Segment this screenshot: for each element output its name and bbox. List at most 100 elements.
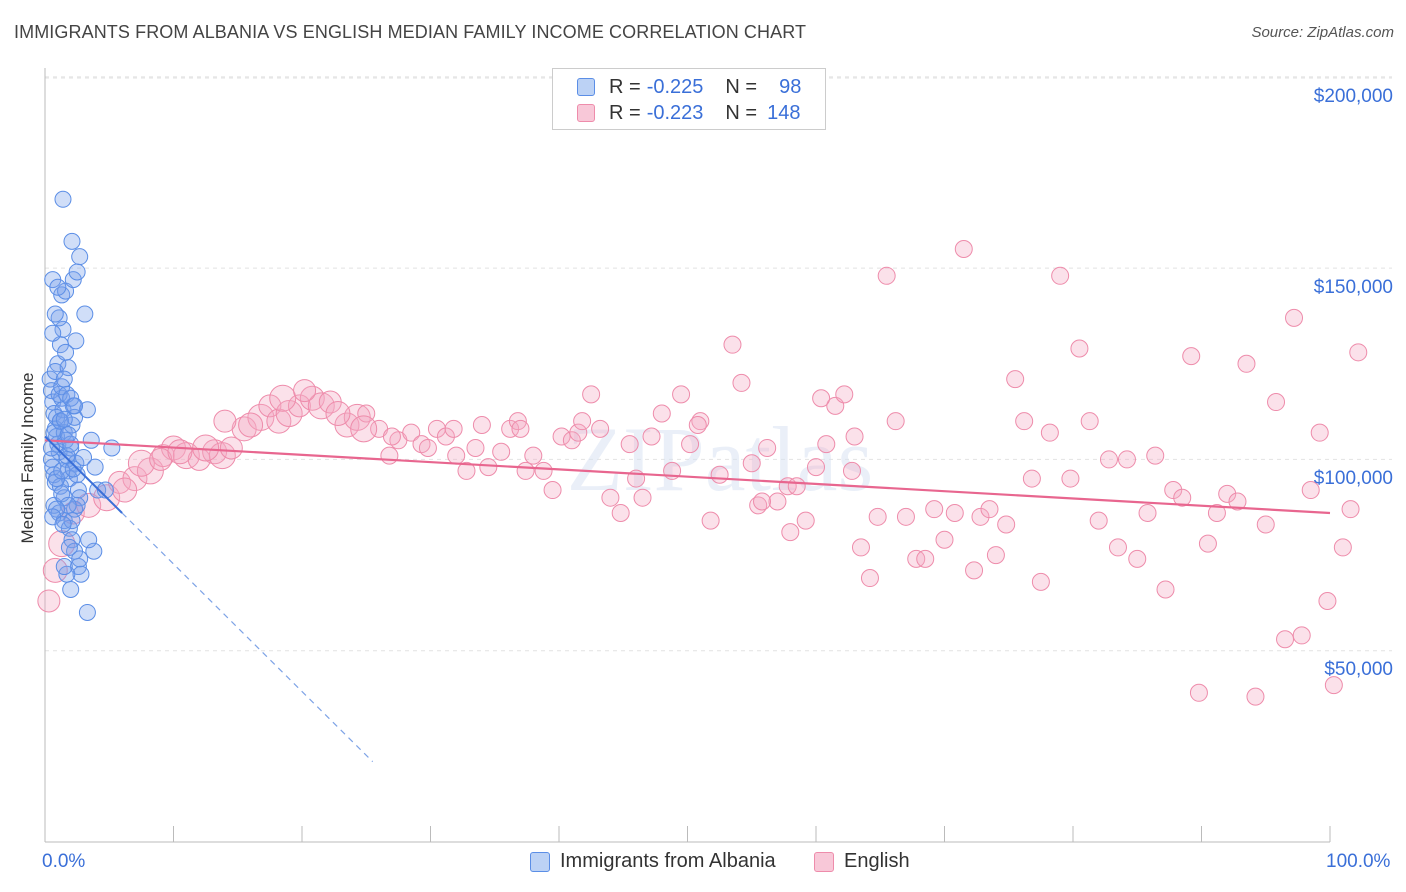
n-label: N =: [725, 75, 758, 98]
y-tick-label: $200,000: [1313, 86, 1393, 107]
data-point-albania: [80, 531, 98, 549]
data-point-english: [472, 416, 491, 435]
data-point-english: [1117, 450, 1136, 469]
data-point-english: [732, 373, 751, 392]
data-point-english: [213, 409, 237, 433]
data-point-albania: [62, 439, 80, 457]
y-tick-label: $50,000: [1324, 659, 1393, 680]
n-value: 98: [779, 75, 802, 98]
data-point-english: [275, 400, 303, 428]
data-point-english: [167, 439, 193, 465]
data-point-english: [1246, 687, 1265, 706]
data-point-english: [1256, 515, 1275, 534]
legend-row-english: R = -0.223 N = 148: [553, 100, 800, 126]
data-point-english: [573, 412, 592, 431]
data-point-albania: [63, 232, 81, 250]
data-point-english: [868, 507, 887, 526]
data-point-english: [997, 515, 1016, 534]
data-point-english: [444, 419, 463, 438]
data-point-english: [582, 385, 601, 404]
data-point-english: [1276, 630, 1295, 649]
legend-row-albania: R = -0.225 N = 98: [553, 74, 801, 100]
data-point-english: [945, 503, 964, 522]
data-point-english: [287, 394, 311, 418]
data-point-english: [896, 507, 915, 526]
data-point-english: [516, 461, 535, 480]
data-point-english: [681, 435, 700, 454]
data-point-albania: [103, 439, 121, 457]
data-point-english: [1207, 503, 1226, 522]
data-point-english: [1089, 511, 1108, 530]
data-point-albania: [96, 481, 114, 499]
data-point-english: [457, 461, 476, 480]
data-point-english: [986, 546, 1005, 565]
data-point-albania: [46, 305, 64, 323]
data-point-english: [418, 438, 437, 457]
data-point-albania: [75, 449, 93, 467]
data-point-english: [787, 477, 806, 496]
data-point-english: [562, 431, 581, 450]
source-label: Source: ZipAtlas.com: [1251, 24, 1394, 41]
data-point-english: [1051, 266, 1070, 285]
data-point-english: [954, 240, 973, 259]
data-point-albania: [55, 558, 73, 576]
data-point-english: [1099, 450, 1118, 469]
data-point-english: [642, 427, 661, 446]
data-point-albania: [76, 305, 94, 323]
data-point-english: [380, 446, 399, 465]
data-point-albania: [66, 397, 84, 415]
data-point-english: [742, 454, 761, 473]
data-point-english: [569, 423, 588, 442]
n-value: 148: [767, 101, 801, 124]
data-point-english: [1108, 538, 1127, 557]
data-point-english: [1061, 469, 1080, 488]
data-point-english: [1292, 626, 1311, 645]
data-point-albania: [71, 248, 89, 266]
data-point-english: [269, 384, 297, 412]
data-point-albania: [54, 190, 72, 208]
chart-title: IMMIGRANTS FROM ALBANIA VS ENGLISH MEDIA…: [14, 22, 807, 42]
legend-item-albania[interactable]: Immigrants from Albania: [530, 850, 776, 873]
series-albania-points: [41, 190, 121, 621]
data-point-english: [1173, 488, 1192, 507]
data-point-english: [1218, 484, 1237, 503]
legend-label-albania: Immigrants from Albania: [560, 850, 776, 872]
y-axis-label: Median Family Income: [18, 372, 37, 544]
data-point-albania: [54, 320, 72, 338]
legend-swatch-albania: [530, 851, 550, 872]
data-point-english: [601, 488, 620, 507]
data-point-english: [42, 557, 68, 583]
x-tick-label-max: 100.0%: [1326, 851, 1391, 872]
r-label: R =: [609, 101, 641, 124]
data-point-albania: [64, 271, 82, 289]
legend-swatch-english: [577, 104, 595, 122]
data-point-albania: [67, 332, 85, 350]
data-point-english: [350, 415, 378, 443]
data-point-english: [447, 446, 466, 465]
r-label: R =: [609, 75, 641, 98]
data-point-albania: [60, 538, 78, 556]
data-point-english: [723, 335, 742, 354]
data-point-albania: [62, 435, 80, 453]
data-point-english: [1040, 423, 1059, 442]
data-point-english: [620, 435, 639, 454]
data-point-english: [633, 488, 652, 507]
data-point-english: [1015, 412, 1034, 431]
data-point-english: [935, 530, 954, 549]
trendline-albania-extension: [121, 512, 374, 763]
data-point-english: [835, 385, 854, 404]
r-value: -0.223: [646, 101, 704, 124]
legend-item-english[interactable]: English: [814, 850, 910, 873]
data-point-english: [1031, 572, 1050, 591]
data-point-albania: [86, 458, 104, 476]
data-point-english: [1237, 354, 1256, 373]
data-point-english: [701, 511, 720, 530]
legend-swatch-albania: [577, 78, 595, 96]
data-point-english: [1267, 393, 1286, 412]
data-point-english: [781, 523, 800, 542]
data-point-english: [552, 427, 571, 446]
data-point-albania: [68, 263, 86, 281]
data-point-english: [1006, 370, 1025, 389]
data-point-english: [1310, 423, 1329, 442]
